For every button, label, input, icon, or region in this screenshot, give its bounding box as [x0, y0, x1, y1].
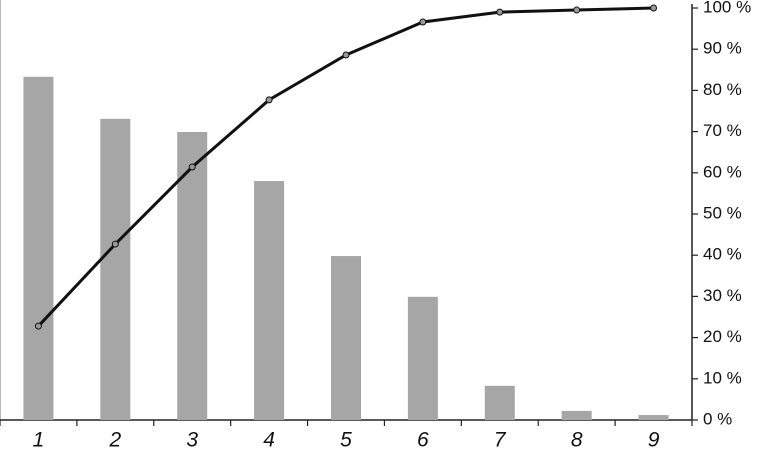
y2-tick-label: 50 %	[703, 203, 742, 222]
y2-tick-label: 30 %	[703, 286, 742, 305]
bar	[100, 118, 131, 420]
x-tick-label: 4	[263, 429, 275, 451]
line-point	[111, 240, 119, 248]
line-point	[496, 8, 504, 16]
line-point	[419, 18, 427, 26]
bar	[177, 132, 208, 420]
y2-tick-label: 80 %	[703, 80, 742, 99]
x-tick-label: 2	[108, 429, 121, 451]
y2-tick-label: 20 %	[703, 327, 742, 346]
x-tick-label: 7	[494, 429, 507, 451]
y2-tick-label: 90 %	[703, 39, 742, 58]
bar	[561, 410, 592, 420]
x-tick-label: 3	[186, 429, 198, 451]
bar	[407, 296, 438, 420]
line-point	[265, 96, 273, 104]
x-tick-label: 6	[417, 429, 429, 451]
y2-tick-label: 0 %	[703, 409, 732, 428]
y2-tick-label: 10 %	[703, 368, 742, 387]
x-tick-label: 5	[340, 429, 352, 451]
bar	[23, 76, 54, 420]
line-point	[573, 6, 581, 14]
x-tick-label: 1	[33, 429, 45, 451]
y2-tick-label: 60 %	[703, 162, 742, 181]
line-point	[188, 163, 196, 171]
x-tick-label: 9	[648, 429, 660, 451]
y2-tick-label: 100 %	[703, 0, 751, 16]
line-point	[342, 51, 350, 59]
line-point	[34, 322, 42, 330]
bar	[484, 385, 515, 420]
bar	[254, 181, 285, 420]
y2-tick-label: 70 %	[703, 121, 742, 140]
bar	[638, 415, 669, 420]
bar	[331, 256, 361, 420]
x-tick-label: 8	[571, 429, 583, 451]
y2-tick-label: 40 %	[703, 245, 742, 264]
line-point	[650, 4, 658, 12]
